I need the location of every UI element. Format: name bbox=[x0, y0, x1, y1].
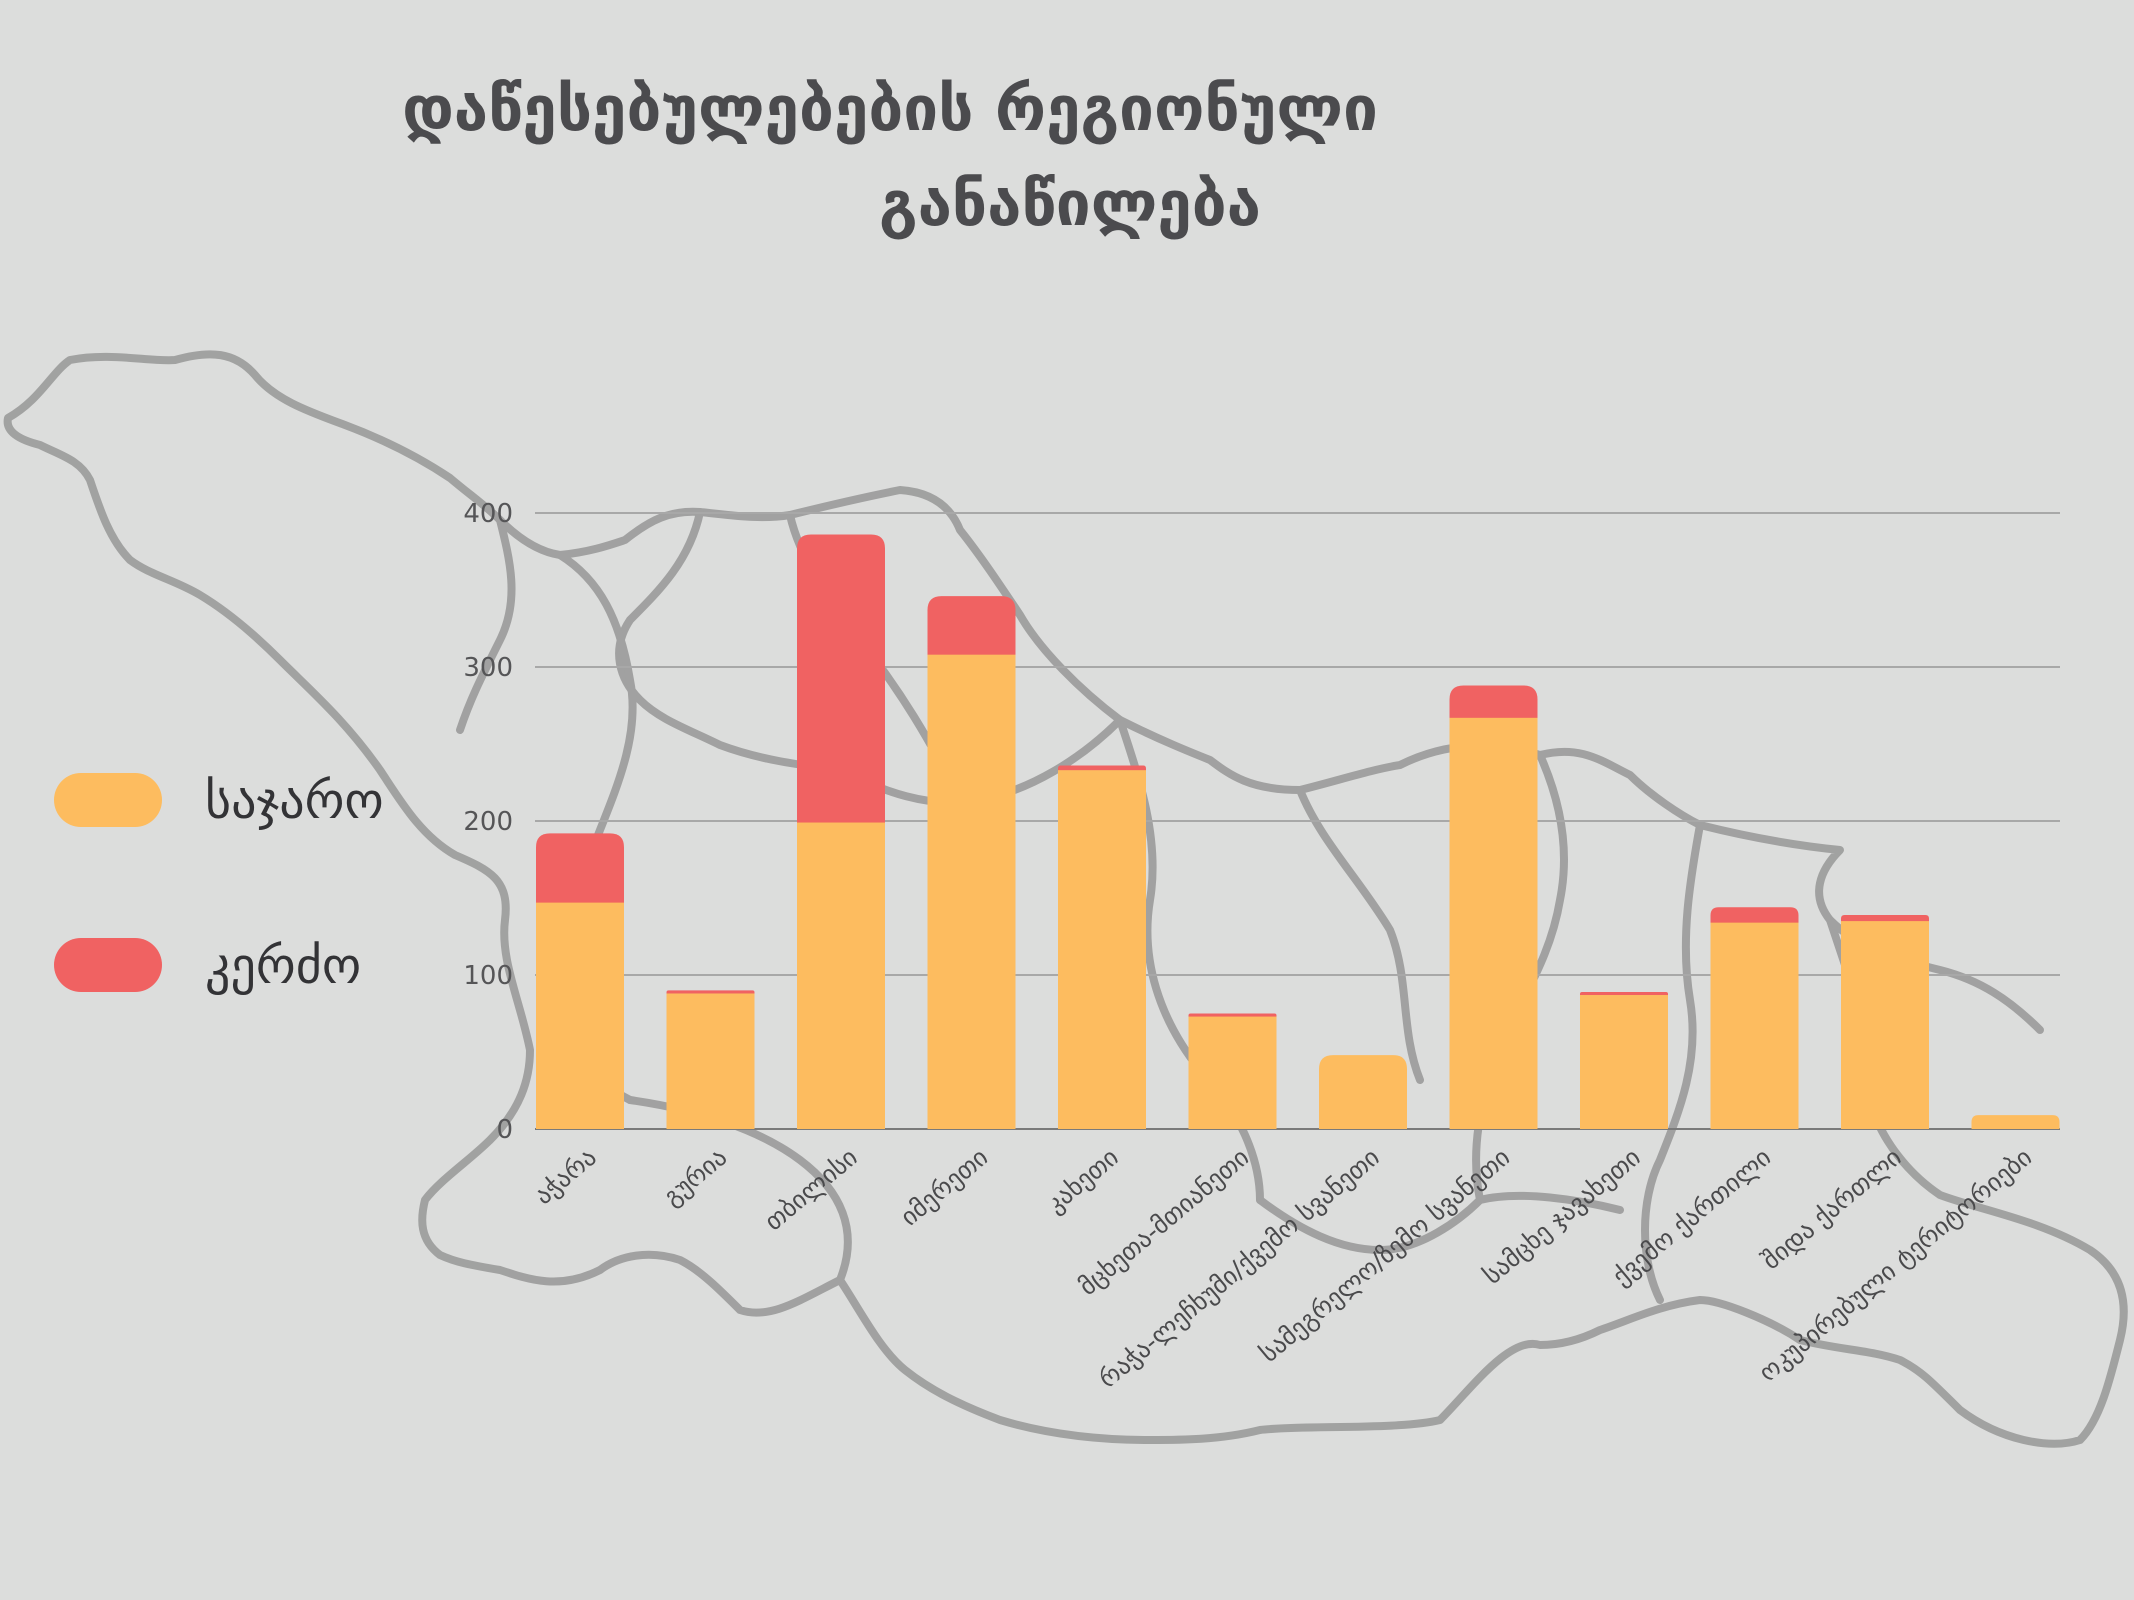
bar-group bbox=[1058, 765, 1146, 1129]
x-axis-labels: აჭარა გურია თბილისი იმერეთი კახეთიმცხეთა-მთი… bbox=[529, 1142, 2038, 1393]
chart-title-line-2: განაწილება bbox=[879, 167, 1261, 240]
bar-private bbox=[1710, 907, 1799, 924]
map-region-border bbox=[456, 516, 516, 734]
bar-public bbox=[1319, 1055, 1407, 1129]
bar-public bbox=[1188, 1016, 1277, 1129]
y-axis-ticks: 0 100 200 300 400 bbox=[463, 499, 513, 1145]
bar-private bbox=[666, 990, 755, 995]
legend-label-public: საჯარო bbox=[205, 772, 384, 830]
x-category-label: ოკუპირებული ტერიტორიები bbox=[1753, 1142, 2037, 1387]
legend-label-private: კერძო bbox=[205, 937, 361, 995]
bar-public bbox=[927, 654, 1016, 1129]
bar-public bbox=[536, 902, 624, 1129]
x-category-label: გურია bbox=[658, 1142, 733, 1211]
bar-private bbox=[1580, 991, 1668, 997]
bar-public bbox=[1710, 922, 1799, 1129]
map-region-border bbox=[1296, 786, 1424, 1084]
bar-group bbox=[1449, 685, 1538, 1129]
bar-group bbox=[1188, 1013, 1277, 1129]
bar-public bbox=[1971, 1115, 2060, 1129]
chart-title: დაწესებულებების რეგიონული განაწილება bbox=[402, 72, 1378, 240]
y-tick-label: 300 bbox=[463, 653, 513, 683]
legend-swatch-public bbox=[54, 773, 162, 827]
x-category-label: სამეგრელო/ზემო სვანეთი bbox=[1254, 1142, 1515, 1368]
x-category-label: აჭარა bbox=[529, 1142, 602, 1210]
x-category-label: იმერეთი bbox=[895, 1142, 994, 1231]
chart-gridlines bbox=[535, 512, 2060, 1130]
bar-private bbox=[1841, 914, 1929, 923]
bar-public bbox=[797, 822, 885, 1129]
bar-group bbox=[666, 990, 755, 1129]
bar-group bbox=[1580, 991, 1668, 1129]
bar-group bbox=[1710, 907, 1799, 1129]
bar-group bbox=[536, 833, 624, 1129]
x-category-label: კახეთი bbox=[1041, 1142, 1124, 1218]
chart-legend: საჯარო კერძო bbox=[54, 772, 384, 995]
bar-group bbox=[1319, 1055, 1407, 1129]
y-tick-label: 0 bbox=[496, 1115, 513, 1145]
map-region-border bbox=[1641, 821, 1704, 1304]
bar-private bbox=[1188, 1013, 1277, 1018]
bar-private bbox=[536, 833, 624, 904]
map-region-border bbox=[615, 508, 844, 774]
chart-title-line-1: დაწესებულებების რეგიონული bbox=[402, 72, 1378, 145]
bar-public bbox=[1580, 995, 1668, 1129]
bar-public bbox=[1449, 717, 1538, 1129]
bar-group bbox=[1971, 1115, 2060, 1129]
bar-group bbox=[927, 596, 1016, 1129]
map-region-border bbox=[1256, 1191, 1624, 1254]
bar-public bbox=[666, 993, 755, 1129]
bar-group bbox=[1841, 914, 1929, 1129]
bar-public bbox=[1058, 770, 1146, 1129]
bar-private bbox=[927, 596, 1016, 656]
chart-bars bbox=[536, 534, 2060, 1129]
bar-group bbox=[797, 534, 885, 1129]
y-tick-label: 400 bbox=[463, 499, 513, 529]
bar-private bbox=[1058, 765, 1146, 772]
x-category-label: რაჭა-ლეჩხუმი/ქვემო სვანეთი bbox=[1093, 1142, 1385, 1393]
bar-private bbox=[1449, 685, 1538, 719]
y-tick-label: 100 bbox=[463, 961, 513, 991]
bar-public bbox=[1841, 921, 1929, 1129]
y-tick-label: 200 bbox=[463, 807, 513, 837]
bar-private bbox=[797, 534, 885, 824]
legend-swatch-private bbox=[54, 938, 162, 992]
